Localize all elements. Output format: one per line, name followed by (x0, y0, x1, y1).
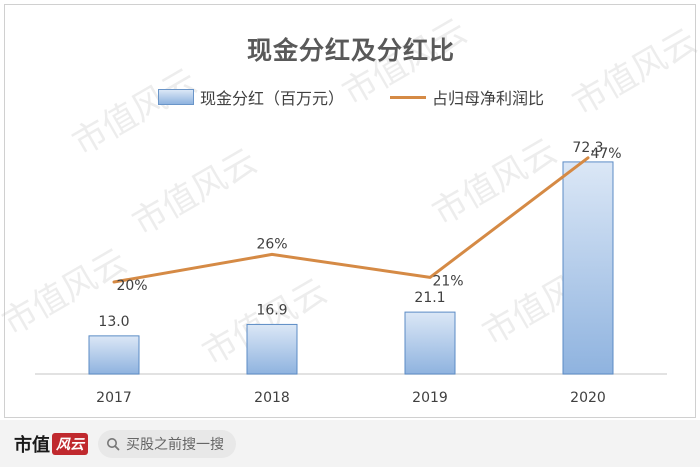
line-label-2020: 47% (590, 146, 621, 162)
search-icon (107, 437, 120, 450)
bar-2017 (88, 335, 140, 375)
x-tick-2018: 2018 (254, 390, 290, 406)
legend-item-line: 占归母净利润比 (390, 85, 544, 109)
bar-2018 (246, 323, 298, 375)
line-label-2017: 20% (116, 278, 147, 294)
legend-line-swatch (390, 95, 426, 99)
chart-legend: 现金分红（百万元） 占归母净利润比 (5, 85, 697, 109)
legend-item-bar: 现金分红（百万元） (157, 85, 344, 109)
legend-bar-swatch (157, 89, 194, 105)
line-label-2018: 26% (256, 236, 287, 252)
chart-title: 现金分红及分红比 (246, 36, 455, 65)
legend-label-bar: 现金分红（百万元） (199, 89, 344, 108)
bar-label-2019: 21.1 (414, 290, 445, 306)
search-box[interactable]: 买股之前搜一搜 (98, 429, 236, 458)
legend-label-line: 占归母净利润比 (432, 89, 545, 108)
footer-bar: 市值 风云 买股之前搜一搜 (0, 420, 700, 467)
chart-plot: 13.0 2017 16.9 2018 21.1 2019 72.3 2020 20% 26% 21… (35, 140, 667, 406)
x-tick-2020: 2020 (570, 390, 606, 406)
line-series-ratio (112, 156, 590, 284)
chart-card: 市值风云 市值风云 市值风云 市值风云 市值风云 市值风云 市值风云 市值风云 … (0, 4, 700, 418)
bar-2019 (404, 311, 456, 375)
brand-text: 市值 (14, 434, 50, 456)
search-placeholder: 买股之前搜一搜 (126, 436, 224, 453)
line-label-2019: 21% (432, 273, 463, 289)
bar-label-2018: 16.9 (256, 302, 287, 318)
x-tick-2017: 2017 (96, 390, 132, 406)
bar-label-2020: 72.3 (572, 140, 603, 156)
brand-logo[interactable]: 市值 风云 (14, 431, 88, 457)
bar-label-2017: 13.0 (98, 314, 129, 330)
x-tick-2019: 2019 (412, 390, 448, 406)
bar-2020 (562, 161, 614, 375)
brand-mark: 风云 (52, 432, 88, 455)
